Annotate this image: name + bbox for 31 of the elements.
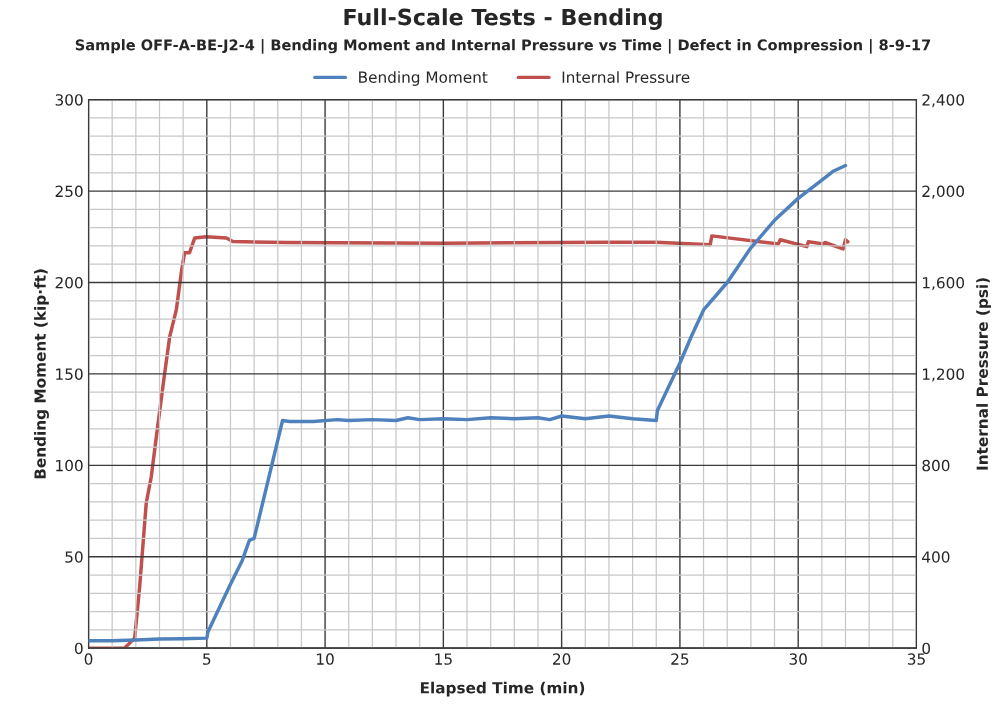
- line-series: [88, 163, 848, 643]
- x-tick-label: 10: [317, 653, 334, 665]
- y2-tick-label: 2,400: [922, 94, 965, 108]
- x-axis-title: Elapsed Time (min): [420, 681, 585, 697]
- y-tick-label: 0: [74, 642, 83, 655]
- y-tick-label: 250: [55, 185, 83, 198]
- y2-tick-label: 0: [922, 642, 931, 655]
- y2-tick-label: 800: [922, 459, 950, 472]
- y-tick-label: 300: [55, 94, 83, 106]
- x-tick-label: 25: [671, 653, 689, 665]
- y-tick-label: 100: [56, 459, 83, 472]
- x-tick-label: 5: [203, 653, 211, 665]
- y2-tick-label: 400: [922, 551, 950, 563]
- y2-tick-label: 1,600: [923, 276, 965, 291]
- x-tick-label: 15: [435, 653, 452, 665]
- y-tick-label: 50: [65, 551, 83, 563]
- legend-label: Internal Pressure: [562, 71, 690, 83]
- y-tick-label: 200: [55, 276, 83, 289]
- x-tick-label: 30: [789, 653, 807, 665]
- line-series: [88, 234, 850, 649]
- y2-tick-label: 1,200: [923, 368, 965, 382]
- y-tick-label: 150: [56, 368, 83, 380]
- chart-title: Full-Scale Tests - Bending: [344, 8, 662, 30]
- x-tick-label: 20: [553, 653, 571, 665]
- legend-label: Bending Moment: [359, 71, 488, 86]
- chart-subtitle: Sample OFF-A-BE-J2-4 | Bending Moment and Internal Pressure vs Time | Defect in Compression | 8-9-17: [75, 39, 931, 54]
- y2-tick-label: 2,000: [922, 185, 965, 199]
- x-tick-label: 35: [907, 653, 925, 665]
- y2-axis-title: Internal Pressure (psi): [976, 278, 991, 470]
- x-tick-label: 0: [84, 653, 93, 665]
- y-axis-title: Bending Moment (kip·ft): [34, 269, 49, 479]
